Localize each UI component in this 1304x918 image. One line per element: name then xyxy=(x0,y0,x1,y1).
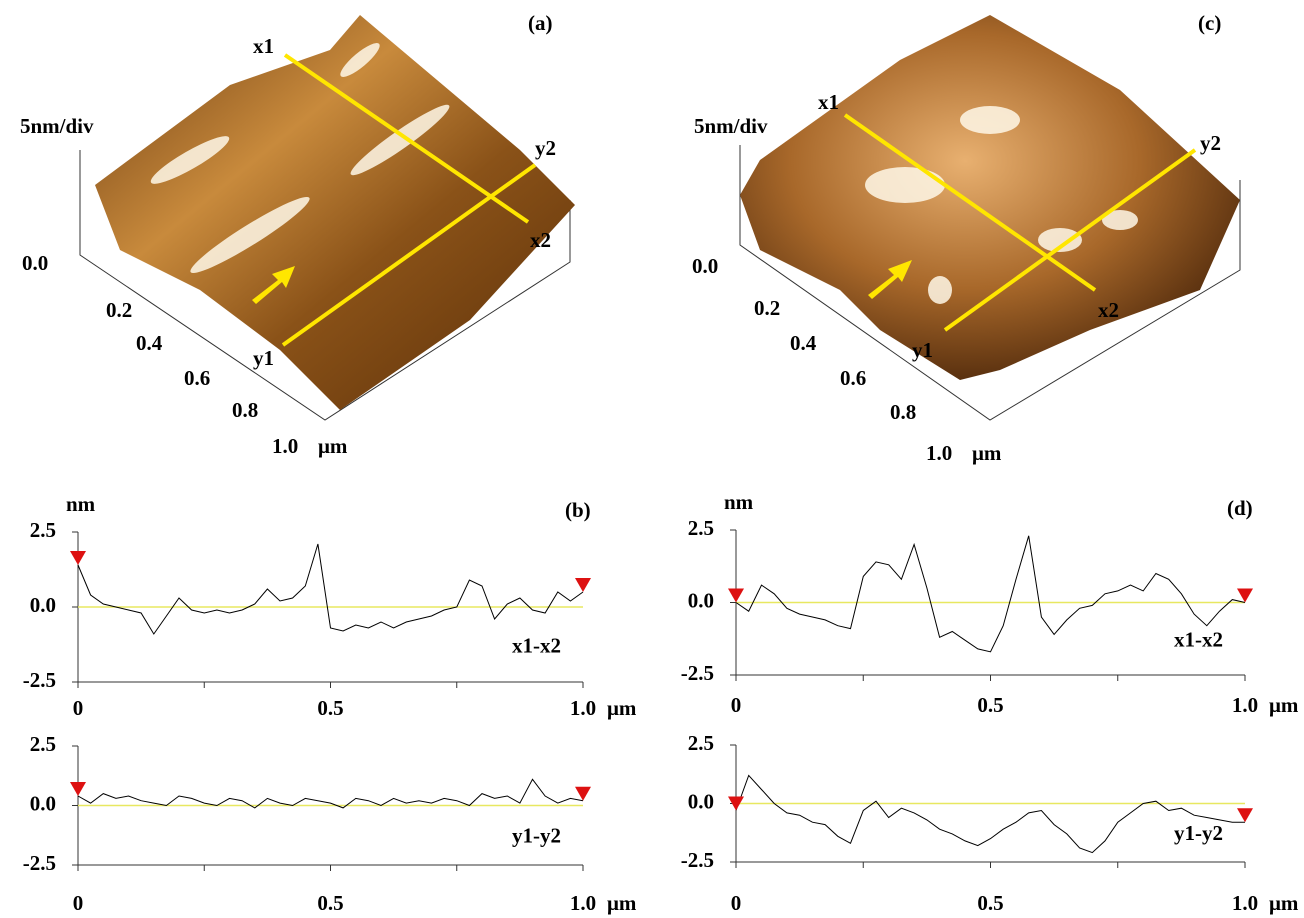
axis-tick: 0.8 xyxy=(890,400,916,424)
axis-tick: 0.6 xyxy=(184,366,210,390)
y-tick-label: 0.0 xyxy=(688,588,714,612)
z-scale: 5nm/div xyxy=(20,114,94,138)
panel-label: (c) xyxy=(1198,11,1221,35)
x-unit: μm xyxy=(1269,693,1299,717)
endpoint-marker xyxy=(575,787,591,801)
x-tick-label: 0.5 xyxy=(977,891,1003,915)
profile-line xyxy=(78,544,583,634)
z-scale: 5nm/div xyxy=(694,114,768,138)
y-label: nm xyxy=(66,492,96,516)
series-label: x1-x2 xyxy=(512,633,561,657)
endpoint-marker xyxy=(1237,589,1253,603)
x-unit: μm xyxy=(1269,891,1299,915)
surface xyxy=(95,15,575,410)
line-label: y1 xyxy=(912,338,933,362)
profile-line xyxy=(736,536,1245,652)
line-label: x1 xyxy=(818,90,839,114)
endpoint-marker xyxy=(70,782,86,796)
line-label: y1 xyxy=(253,346,274,370)
y-tick-label: -2.5 xyxy=(23,668,56,692)
profile-line xyxy=(78,779,583,808)
x-tick-label: 1.0 xyxy=(570,696,596,720)
page: (a) x1 x2 y1 y2 5nm/div 0.0 0.2 0.4 0.6 … xyxy=(0,0,1304,918)
x-tick-label: 0 xyxy=(731,891,742,915)
axis-tick: 0.4 xyxy=(790,331,817,355)
panel-label: (a) xyxy=(528,11,553,35)
x-tick-label: 1.0 xyxy=(1232,891,1258,915)
x-tick-label: 0 xyxy=(73,891,84,915)
x-unit: μm xyxy=(607,891,637,915)
y-label: nm xyxy=(724,490,754,514)
x-tick-label: 0 xyxy=(731,693,742,717)
figure: (a) x1 x2 y1 y2 5nm/div 0.0 0.2 0.4 0.6 … xyxy=(0,0,1304,918)
axis-tick: 0.8 xyxy=(232,398,258,422)
chart-title: (b) xyxy=(565,498,591,522)
axis-unit: μm xyxy=(318,434,348,458)
profile-line xyxy=(736,775,1245,852)
line-label: x2 xyxy=(1098,298,1119,322)
series-label: y1-y2 xyxy=(1174,821,1223,845)
y-tick-label: 2.5 xyxy=(688,516,714,540)
axis-tick: 0.6 xyxy=(840,366,866,390)
y-tick-label: 0.0 xyxy=(688,789,714,813)
x-tick-label: 0 xyxy=(73,696,84,720)
y-tick-label: -2.5 xyxy=(681,661,714,685)
line-label: y2 xyxy=(1200,131,1221,155)
axis-tick: 0.4 xyxy=(136,331,163,355)
chart-title: (d) xyxy=(1227,496,1253,520)
x-tick-label: 0.5 xyxy=(977,693,1003,717)
z-zero: 0.0 xyxy=(22,251,48,275)
axis-unit: μm xyxy=(972,441,1002,465)
y-tick-label: 2.5 xyxy=(688,731,714,755)
afm-image-a: (a) x1 x2 y1 y2 5nm/div 0.0 0.2 0.4 0.6 … xyxy=(20,11,575,458)
axis-tick: 0.2 xyxy=(754,296,780,320)
line-label: x2 xyxy=(530,228,551,252)
y-tick-label: -2.5 xyxy=(681,848,714,872)
y-tick-label: 2.5 xyxy=(30,518,56,542)
z-zero: 0.0 xyxy=(692,254,718,278)
series-label: y1-y2 xyxy=(512,823,561,847)
axis-tick: 0.2 xyxy=(106,298,132,322)
x-tick-label: 1.0 xyxy=(1232,693,1258,717)
x-tick-label: 0.5 xyxy=(317,696,343,720)
surface xyxy=(740,15,1240,380)
y-tick-label: -2.5 xyxy=(23,851,56,875)
x-tick-label: 1.0 xyxy=(570,891,596,915)
endpoint-marker xyxy=(575,578,591,592)
endpoint-marker xyxy=(1237,808,1253,822)
y-tick-label: 2.5 xyxy=(30,732,56,756)
y-tick-label: 0.0 xyxy=(30,593,56,617)
axis-tick: 1.0 xyxy=(926,441,952,465)
x-unit: μm xyxy=(607,696,637,720)
series-label: x1-x2 xyxy=(1174,627,1223,651)
x-tick-label: 0.5 xyxy=(317,891,343,915)
line-label: x1 xyxy=(253,34,274,58)
afm-image-c: (c) x1 x2 y1 y2 5nm/div 0.0 0.2 0.4 0.6 … xyxy=(692,11,1240,465)
line-label: y2 xyxy=(535,136,556,160)
axis-tick: 1.0 xyxy=(272,434,298,458)
endpoint-marker xyxy=(70,551,86,565)
endpoint-marker xyxy=(728,589,744,603)
y-tick-label: 0.0 xyxy=(30,791,56,815)
